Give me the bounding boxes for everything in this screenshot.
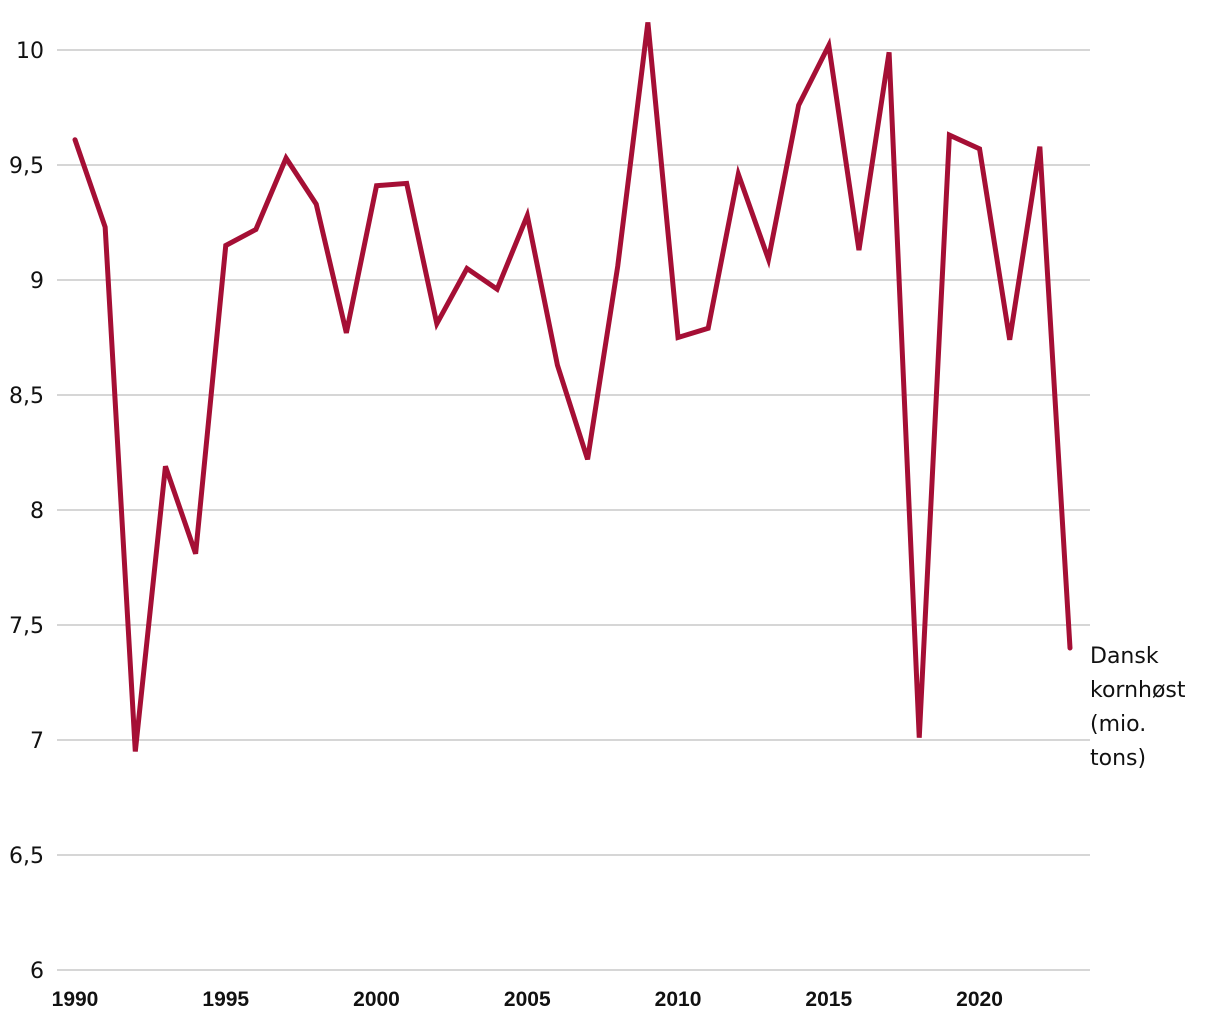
x-tick-label: 2000: [353, 988, 400, 1011]
x-tick-label: 2015: [805, 988, 852, 1011]
series-group: [72, 22, 1073, 752]
series-label-line: (mio.: [1090, 712, 1146, 737]
series-label-line: kornhøst: [1090, 678, 1186, 703]
y-tick-label: 6,5: [9, 844, 44, 869]
series-end-label: Dansk kornhøst (mio. tons): [1090, 644, 1186, 771]
y-axis-ticks: 6 6,5 7 7,5 8 8,5 9 9,5 10: [9, 39, 44, 984]
x-axis-ticks: 1990 1995 2000 2005 2010 2015 2020: [52, 988, 1003, 1011]
series-line-0: [72, 22, 1073, 752]
y-tick-label: 10: [16, 39, 44, 64]
gridlines: [57, 49, 1090, 971]
y-tick-label: 7: [30, 729, 44, 754]
x-tick-label: 1990: [52, 988, 99, 1011]
series-label-line: Dansk: [1090, 644, 1159, 669]
y-tick-label: 9: [30, 269, 44, 294]
x-tick-label: 2005: [504, 988, 551, 1011]
x-tick-label: 2020: [956, 988, 1003, 1011]
series-label-line: tons): [1090, 746, 1146, 771]
series-label-group: Dansk kornhøst (mio. tons): [1090, 644, 1186, 771]
y-tick-label: 8: [30, 499, 44, 524]
y-tick-label: 8,5: [9, 384, 44, 409]
y-tick-label: 9,5: [9, 154, 44, 179]
y-tick-label: 7,5: [9, 614, 44, 639]
y-tick-label: 6: [30, 959, 44, 984]
x-tick-label: 1995: [202, 988, 249, 1011]
x-tick-label: 2010: [655, 988, 702, 1011]
